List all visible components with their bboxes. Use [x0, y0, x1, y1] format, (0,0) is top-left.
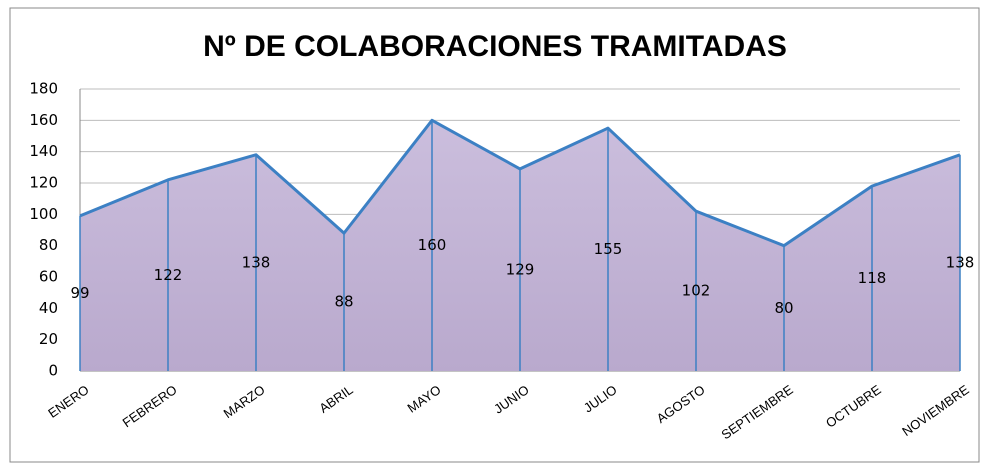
- data-label: 99: [70, 284, 89, 302]
- y-tick-label: 140: [29, 142, 58, 160]
- y-tick-label: 120: [29, 174, 58, 192]
- y-tick-label: 160: [29, 111, 58, 129]
- data-label: 129: [506, 260, 535, 278]
- data-label: 122: [154, 266, 183, 284]
- y-tick-label: 100: [29, 205, 58, 223]
- chart-title: Nº DE COLABORACIONES TRAMITADAS: [203, 30, 787, 63]
- line: [79, 118, 961, 248]
- y-tick-label: 80: [39, 236, 58, 254]
- data-label: 138: [242, 253, 271, 271]
- y-tick-label: 60: [39, 268, 58, 286]
- data-label: 138: [946, 253, 975, 271]
- y-tick-label: 20: [39, 330, 58, 348]
- data-label: 155: [594, 240, 623, 258]
- data-label: 88: [334, 293, 353, 311]
- data-label: 160: [418, 236, 447, 254]
- data-label: 102: [682, 282, 711, 300]
- data-label: 118: [858, 269, 887, 287]
- y-tick-label: 180: [29, 80, 58, 98]
- y-tick-label: 40: [39, 299, 58, 317]
- y-tick-label: 0: [48, 362, 58, 380]
- data-label: 80: [774, 299, 793, 317]
